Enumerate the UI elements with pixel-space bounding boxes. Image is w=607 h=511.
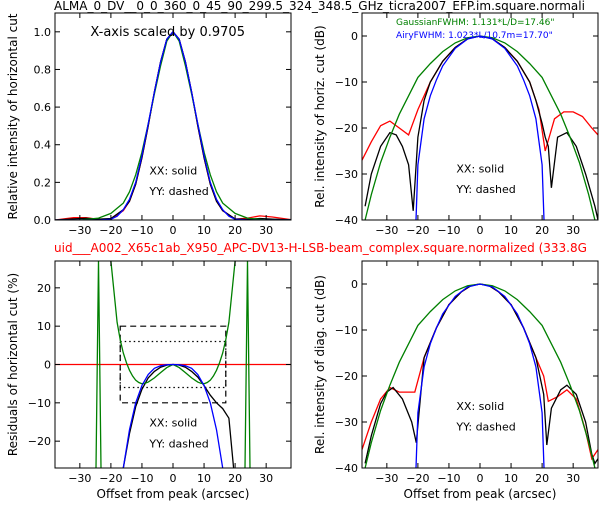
x-tick-label: −10 <box>437 224 460 237</box>
y-tick-label: −20 <box>335 122 358 135</box>
y-tick-label: 0.6 <box>34 101 52 114</box>
x-tick-label: 10 <box>197 472 211 485</box>
y-axis-label: Residuals of horizontal cut (%) <box>6 273 20 456</box>
y-tick-label: 0.8 <box>34 63 52 76</box>
x-tick-label: −20 <box>406 472 429 485</box>
y-tick-label: −40 <box>335 462 358 475</box>
x-tick-label: 10 <box>504 472 518 485</box>
y-axis-label: Rel. intensity of horiz. cut (dB) <box>313 25 327 207</box>
y-tick-label: −20 <box>28 435 51 448</box>
legend-entry: AiryFWHM: 1.023*L/10.7m=17.70" <box>396 31 553 41</box>
y-tick-label: −40 <box>335 214 358 227</box>
x-tick-label: −20 <box>99 224 122 237</box>
x-tick-label: −20 <box>406 224 429 237</box>
plot-area <box>55 261 291 468</box>
x-tick-label: −20 <box>99 472 122 485</box>
y-tick-label: −10 <box>335 76 358 89</box>
x-tick-label: 0 <box>477 224 484 237</box>
figure-title-middle: uid___A002_X65c1ab_X950_APC-DV13-H-LSB-b… <box>54 241 587 255</box>
x-tick-label: 30 <box>566 224 580 237</box>
annotation-text: YY: dashed <box>455 183 515 196</box>
y-tick-label: 0.4 <box>34 139 52 152</box>
y-tick-label: 0 <box>44 359 51 372</box>
x-tick-label: 30 <box>259 224 273 237</box>
panel-bottom-right: −30 −20 −10 0 10 20 30 0 −10 −20 −30 −40 Rel. intens… <box>313 260 599 501</box>
series-line-3 <box>55 30 291 220</box>
annotation-text: YY: dashed <box>455 421 515 434</box>
y-tick-label: 0.0 <box>34 214 52 227</box>
annotation-text: XX: solid <box>456 400 504 413</box>
y-axis-label: Rel. intensity of diag. cut (dB) <box>313 275 327 454</box>
panel-top-left: −30 −20 −10 0 10 20 30 0.0 0.2 0.4 0.6 0.8 1.0 Relati… <box>6 12 292 237</box>
x-tick-label: 0 <box>477 472 484 485</box>
series-line-3 <box>122 363 224 468</box>
y-tick-label: 0 <box>351 278 358 291</box>
y-tick-label: 0 <box>351 30 358 43</box>
y-tick-label: −10 <box>335 324 358 337</box>
green-edge-line-1 <box>244 261 251 468</box>
figure-title-top: ALMA_0_DV__0_0_360_0_45_90_299.5_324_348… <box>54 0 585 13</box>
annotation-text: YY: dashed <box>148 437 208 450</box>
x-tick-label: −10 <box>130 224 153 237</box>
annotation-text: XX: solid <box>456 162 504 175</box>
panel-bottom-left: −30 −20 −10 0 10 20 30 20 10 0 −10 −20 Residuals of … <box>6 260 292 501</box>
series-line-3 <box>415 283 545 468</box>
x-tick-label: 20 <box>228 472 242 485</box>
y-tick-label: 10 <box>37 320 51 333</box>
annotation-text: XX: solid <box>149 164 197 177</box>
annotation-text: X-axis scaled by 0.9705 <box>90 25 245 40</box>
y-axis-label: Relative intensity of horizontal cut <box>6 13 20 219</box>
x-tick-label: 20 <box>228 224 242 237</box>
y-tick-label: 1.0 <box>34 26 52 39</box>
x-tick-label: −10 <box>130 472 153 485</box>
series-line-3 <box>415 35 545 220</box>
x-tick-label: 10 <box>504 224 518 237</box>
x-tick-label: −30 <box>375 224 398 237</box>
x-tick-label: −30 <box>68 472 91 485</box>
x-tick-label: 30 <box>259 472 273 485</box>
x-tick-label: 10 <box>197 224 211 237</box>
x-tick-label: 20 <box>535 472 549 485</box>
y-tick-label: −30 <box>335 416 358 429</box>
y-tick-label: 0.2 <box>34 176 52 189</box>
plot-area <box>362 283 598 468</box>
y-tick-label: −10 <box>28 397 51 410</box>
green-edge-line-0 <box>95 261 102 468</box>
x-tick-label: 30 <box>566 472 580 485</box>
plot-area <box>362 35 598 220</box>
legend-entry: GaussianFWHM: 1.131*L/D=17.46" <box>396 18 554 28</box>
x-tick-label: 0 <box>170 224 177 237</box>
y-tick-label: 20 <box>37 282 51 295</box>
x-tick-label: −10 <box>437 472 460 485</box>
x-tick-label: −30 <box>68 224 91 237</box>
plot-area <box>55 30 291 220</box>
x-axis-label: Offset from peak (arcsec) <box>97 487 250 501</box>
annotation-text: XX: solid <box>149 417 197 430</box>
panel-top-right: −30 −20 −10 0 10 20 30 0 −10 −20 −30 −40 Rel. intens… <box>313 12 599 237</box>
x-tick-label: 20 <box>535 224 549 237</box>
x-tick-label: 0 <box>170 472 177 485</box>
x-axis-label: Offset from peak (arcsec) <box>404 487 557 501</box>
annotation-text: YY: dashed <box>148 185 208 198</box>
y-tick-label: −30 <box>335 168 358 181</box>
y-tick-label: −20 <box>335 370 358 383</box>
x-tick-label: −30 <box>375 472 398 485</box>
